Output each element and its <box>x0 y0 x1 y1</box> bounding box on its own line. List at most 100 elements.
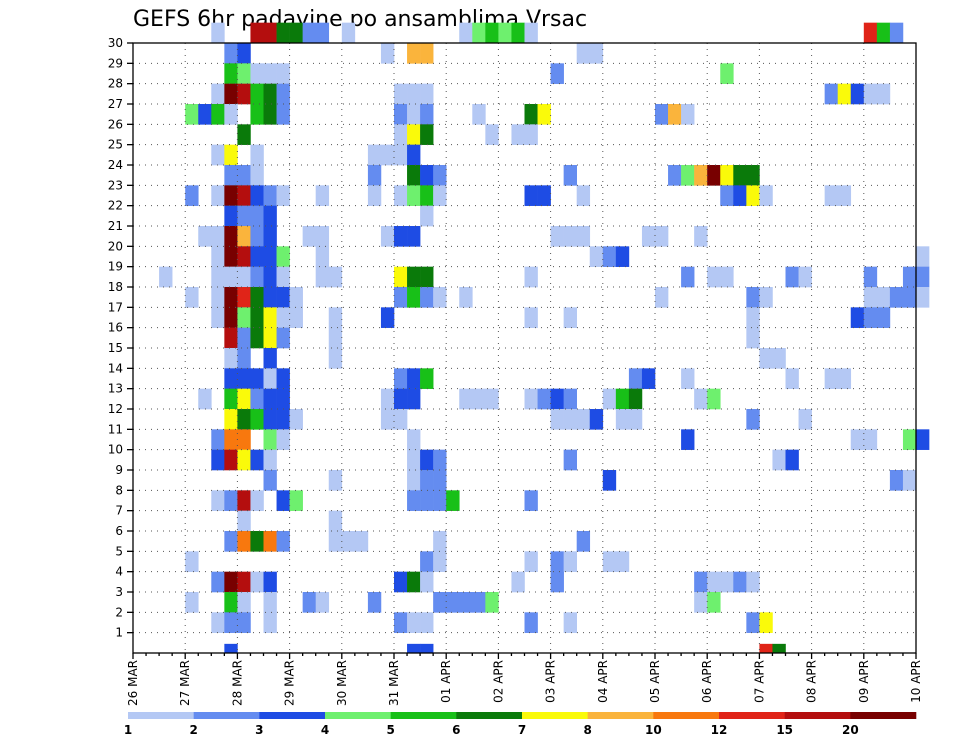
heatmap-cell <box>263 104 277 125</box>
heatmap-cell <box>394 368 408 389</box>
heatmap-cell <box>681 429 695 450</box>
heatmap-cell <box>576 185 591 206</box>
y-tick-label: 13 <box>108 382 123 396</box>
y-tick-label: 9 <box>115 463 123 477</box>
heatmap-cell <box>798 266 812 288</box>
heatmap-cell <box>681 104 695 125</box>
heatmap-cell <box>511 571 525 593</box>
heatmap-cell <box>772 643 786 654</box>
heatmap-cell <box>563 551 577 572</box>
x-tick-label: 04 APR <box>596 660 610 703</box>
y-tick-label: 28 <box>108 77 123 91</box>
heatmap-cell <box>250 205 264 227</box>
y-tick-label: 8 <box>115 483 123 497</box>
heatmap-cell <box>681 266 695 288</box>
heatmap-cell <box>224 643 238 654</box>
heatmap-cell <box>694 592 708 613</box>
y-tick-label: 14 <box>108 361 123 375</box>
heatmap-cell <box>328 470 343 491</box>
heatmap-cell <box>433 470 447 491</box>
heatmap-cell <box>380 43 395 64</box>
heatmap-cell <box>850 83 865 105</box>
y-tick-label: 30 <box>108 36 123 50</box>
heatmap-cell <box>876 287 891 308</box>
heatmap-cell <box>668 104 682 125</box>
heatmap-cell <box>237 266 251 288</box>
legend-swatch <box>259 712 326 719</box>
heatmap-cell <box>628 409 643 430</box>
heatmap-cell <box>289 409 303 430</box>
heatmap-cell <box>576 226 591 247</box>
heatmap-cell <box>237 612 251 633</box>
heatmap-cell <box>394 571 408 593</box>
heatmap-cell <box>615 551 630 572</box>
heatmap-cell <box>876 83 891 105</box>
heatmap-cell <box>407 470 421 491</box>
heatmap-cell <box>889 470 904 491</box>
heatmap-cell <box>863 22 878 44</box>
y-tick-label: 6 <box>115 524 123 538</box>
heatmap-cell <box>433 490 447 511</box>
heatmap-cell <box>394 124 408 145</box>
heatmap-cell <box>407 429 421 450</box>
heatmap-cell <box>420 185 434 206</box>
heatmap-cell <box>837 185 852 206</box>
heatmap-cell <box>407 104 421 125</box>
heatmap-cell <box>433 531 447 552</box>
heatmap-cell <box>615 388 630 410</box>
heatmap-cell <box>237 409 251 430</box>
heatmap-cell <box>733 571 747 593</box>
heatmap-cell <box>615 246 630 267</box>
heatmap-cell <box>576 409 591 430</box>
heatmap-cell <box>420 490 434 511</box>
heatmap-cell <box>380 388 395 410</box>
heatmap-cell <box>759 643 773 654</box>
heatmap-cell <box>589 43 604 64</box>
heatmap-cell <box>237 287 251 308</box>
heatmap-cell <box>276 388 290 410</box>
heatmap-cell <box>224 307 238 328</box>
heatmap-cell <box>420 449 434 471</box>
heatmap-cell <box>302 226 316 247</box>
y-tick-label: 2 <box>115 605 123 619</box>
heatmap-cell <box>250 104 264 125</box>
heatmap-cell <box>250 490 264 511</box>
heatmap-cell <box>446 490 460 511</box>
heatmap-cell <box>237 43 251 64</box>
heatmap-cell <box>537 104 551 125</box>
heatmap-cell <box>263 246 277 267</box>
heatmap-cell <box>694 165 708 186</box>
y-tick-label: 29 <box>108 56 123 70</box>
heatmap-cell <box>550 226 564 247</box>
heatmap-cell <box>602 246 617 267</box>
y-tick-label: 11 <box>108 422 123 436</box>
heatmap-cell <box>707 571 721 593</box>
heatmap-cell <box>420 266 434 288</box>
heatmap-cell <box>576 43 591 64</box>
heatmap-cell <box>302 22 316 44</box>
x-tick-label: 10 APR <box>909 660 923 703</box>
heatmap-cell <box>863 287 878 308</box>
heatmap-cell <box>263 327 277 349</box>
heatmap-cell <box>472 104 486 125</box>
heatmap-cell <box>224 348 238 369</box>
legend-label: 4 <box>321 723 329 737</box>
legend-label: 20 <box>842 723 859 737</box>
legend-label: 5 <box>386 723 394 737</box>
heatmap-cell <box>394 83 408 105</box>
heatmap-cell <box>263 409 277 430</box>
y-tick-label: 23 <box>108 178 123 192</box>
heatmap-cell <box>367 185 382 206</box>
heatmap-cell <box>237 449 251 471</box>
heatmap-cell <box>916 266 930 288</box>
heatmap-cell <box>420 104 434 125</box>
heatmap-cell <box>459 22 473 44</box>
heatmap-cell <box>263 185 277 206</box>
heatmap-cell <box>367 165 382 186</box>
heatmap-cell <box>394 226 408 247</box>
heatmap-cell <box>420 368 434 389</box>
x-tick-label: 26 MAR <box>126 660 140 706</box>
x-tick-label: 03 APR <box>544 660 558 703</box>
heatmap-cell <box>407 144 421 166</box>
heatmap-cell <box>237 571 251 593</box>
